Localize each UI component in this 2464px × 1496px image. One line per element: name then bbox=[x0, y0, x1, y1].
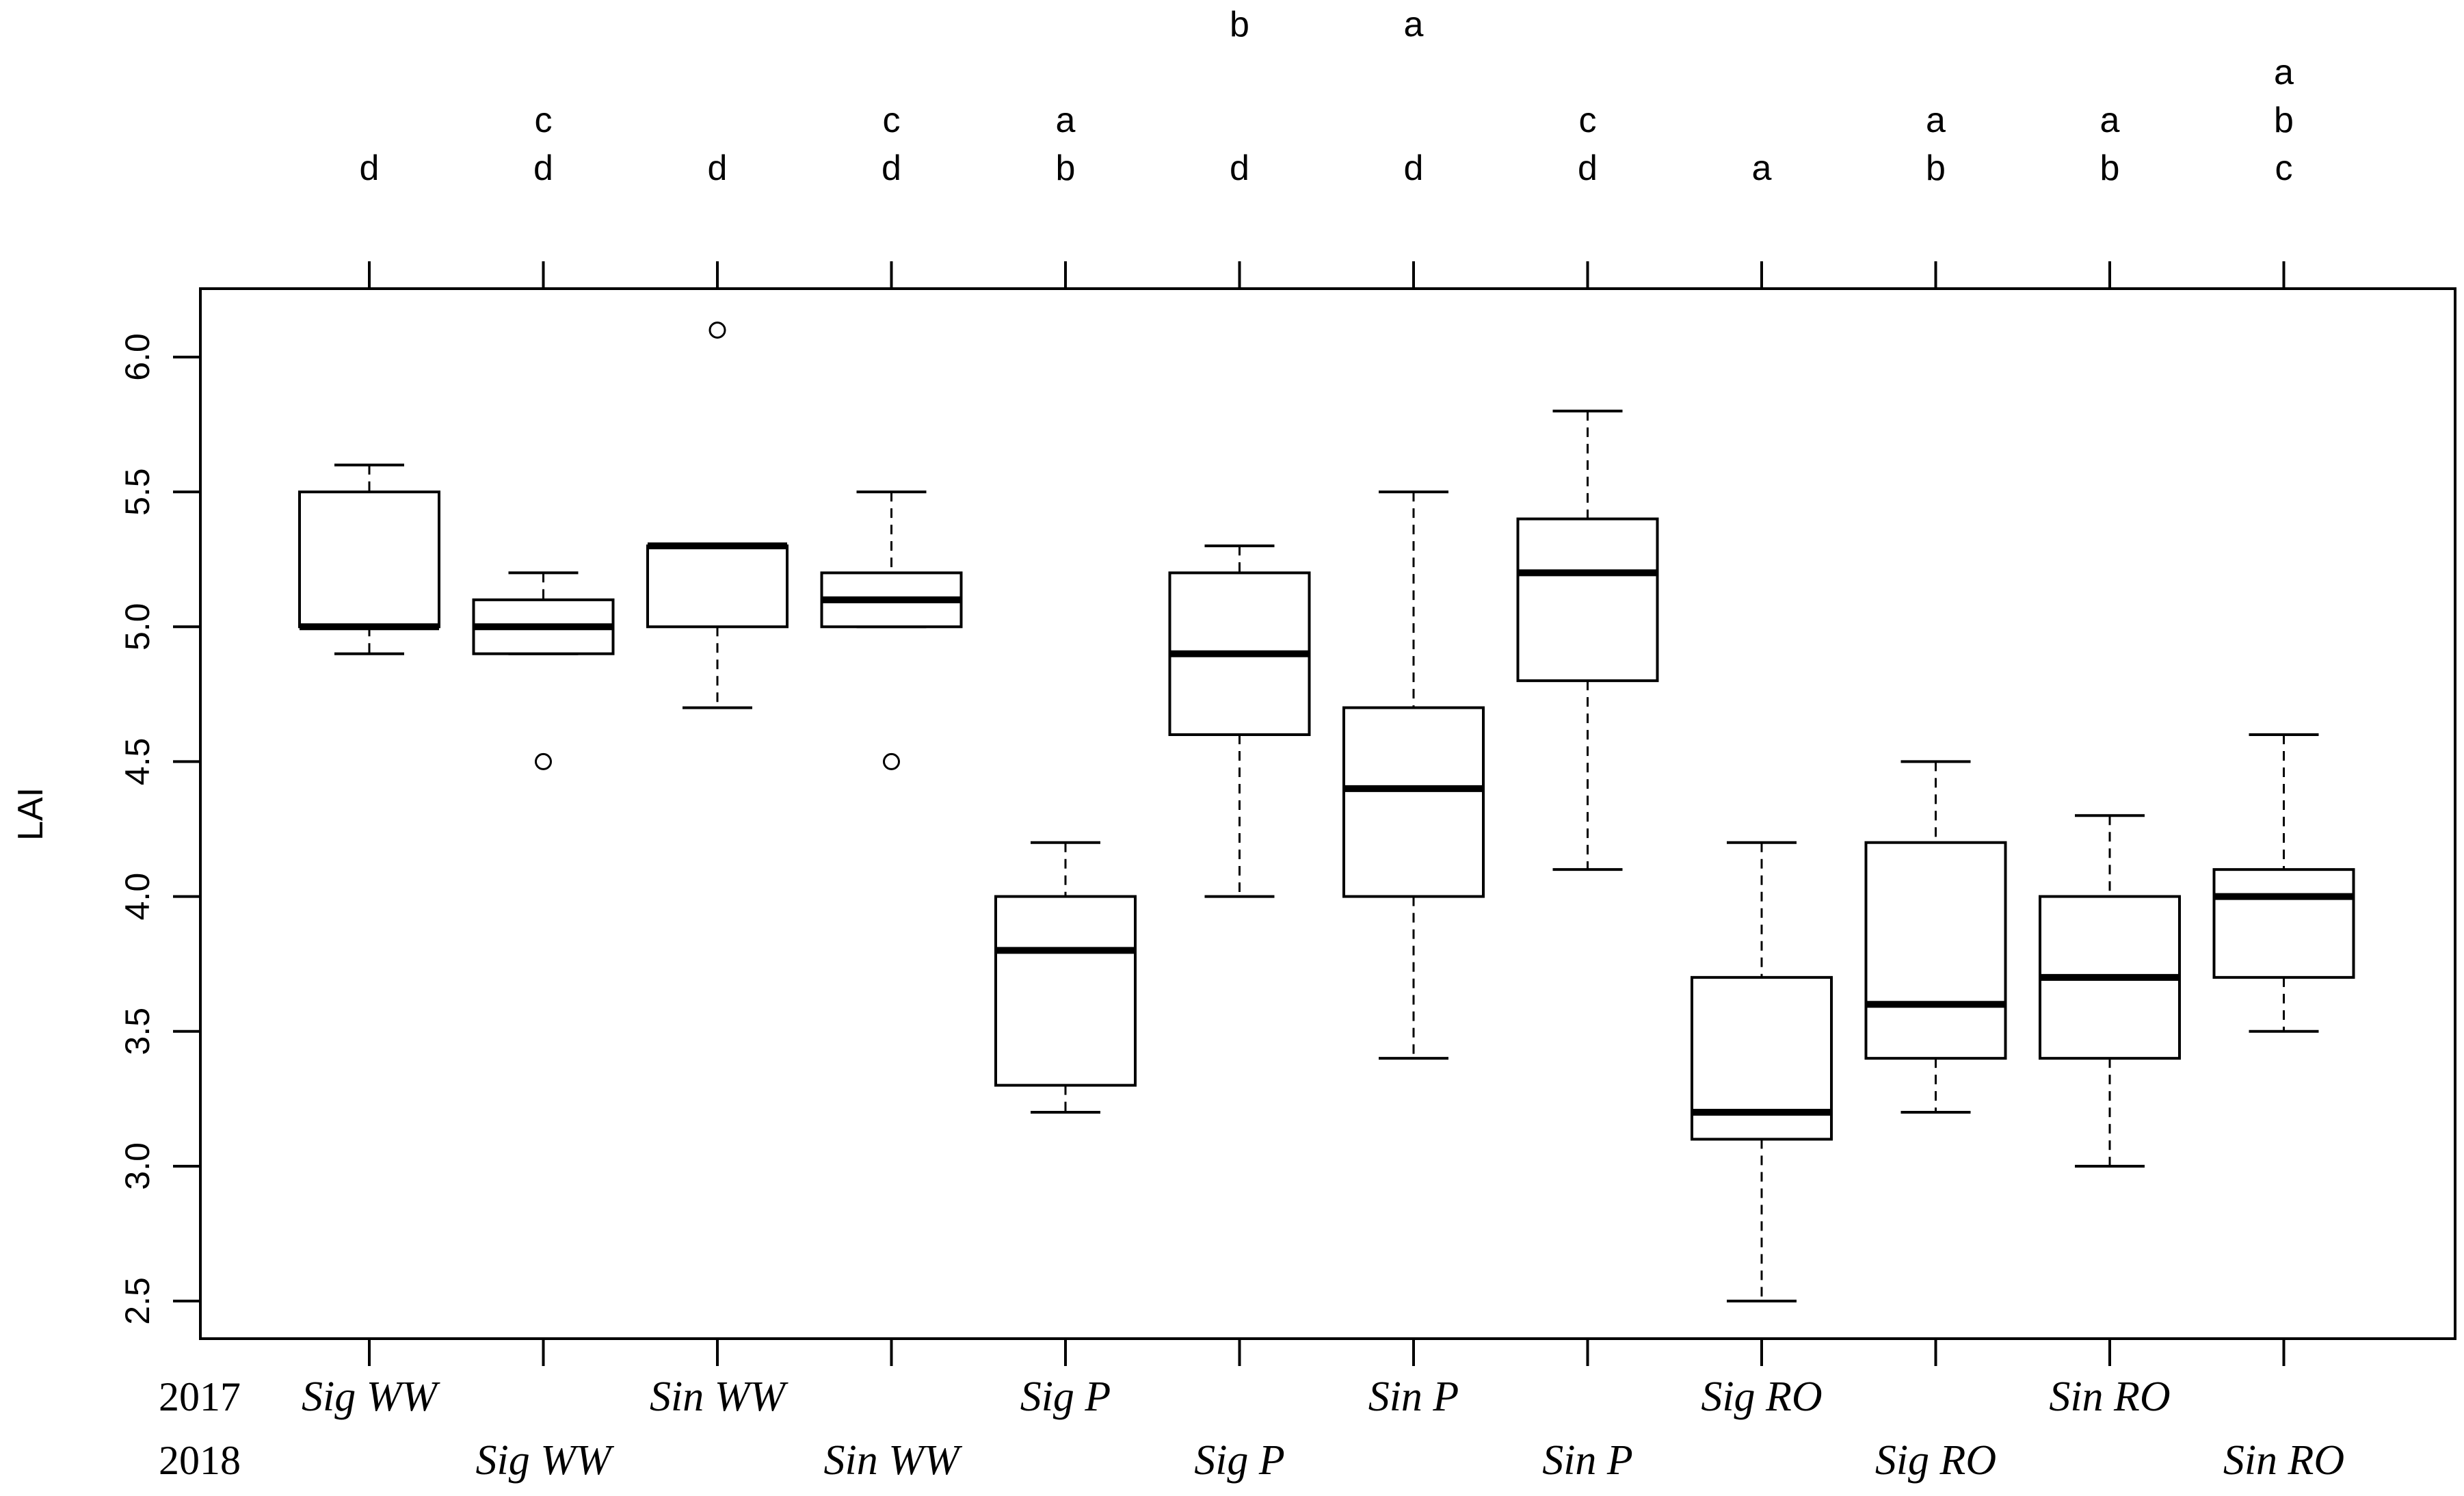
sig-letter-sin-p-2017-d: d bbox=[1404, 148, 1424, 188]
sig-letter-sin-ro-2017-a: a bbox=[2100, 101, 2120, 140]
y-tick-label-4.0: 4.0 bbox=[118, 873, 157, 921]
sig-letter-sin-p-2018-c: c bbox=[1579, 101, 1597, 140]
y-tick-label-3.5: 3.5 bbox=[118, 1008, 157, 1055]
box-sig-p-2017 bbox=[994, 841, 1137, 1114]
box-sig-ww-2018 bbox=[472, 571, 615, 770]
sig-letter-sig-ro-2017-a: a bbox=[1752, 148, 1772, 188]
y-tick-label-3.0: 3.0 bbox=[118, 1142, 157, 1190]
box-sig-ro-2018 bbox=[1864, 760, 2007, 1114]
box-sin-ro-2017 bbox=[2039, 814, 2181, 1168]
sig-letter-sig-ww-2018-c: c bbox=[535, 101, 553, 140]
bottom-axis: Sig WW Sig WW Sin WW Sin WW Sig P Sig P Sin P S… bbox=[302, 1339, 2344, 1484]
year-label-2017: 2017 bbox=[159, 1374, 241, 1419]
iqr-box bbox=[298, 490, 440, 629]
boxes-layer bbox=[298, 321, 2355, 1302]
box-sig-ro-2017 bbox=[1691, 841, 1833, 1302]
top-axis-ticks bbox=[368, 261, 2286, 289]
y-tick-label-2.5: 2.5 bbox=[118, 1277, 157, 1325]
sig-letter-sig-p-2018-d: d bbox=[1230, 148, 1249, 188]
y-tick-label-5.0: 5.0 bbox=[118, 603, 157, 651]
sig-letter-sig-p-2017-a: a bbox=[1056, 101, 1076, 140]
category-label-sig-ww-2017: Sig WW bbox=[302, 1374, 440, 1420]
sig-letter-sig-p-2018-b: b bbox=[1230, 5, 1249, 44]
box-sin-ww-2017 bbox=[646, 321, 789, 709]
category-label-sin-ro-2018: Sin RO bbox=[2223, 1437, 2344, 1484]
category-label-sin-ww-2018: Sin WW bbox=[823, 1437, 962, 1484]
box-sin-ww-2018 bbox=[820, 490, 963, 770]
category-label-sig-ro-2017: Sig RO bbox=[1701, 1374, 1822, 1420]
y-tick-label-4.5: 4.5 bbox=[118, 738, 157, 786]
category-label-sig-ro-2018: Sig RO bbox=[1875, 1437, 1996, 1484]
sig-letter-sin-ww-2018-c: c bbox=[883, 101, 901, 140]
sig-letter-sin-ww-2017-d: d bbox=[708, 148, 728, 188]
iqr-box bbox=[1342, 706, 1485, 898]
iqr-box bbox=[1516, 517, 1659, 683]
sig-letter-sig-ww-2018-d: d bbox=[533, 148, 553, 188]
box-sin-p-2017 bbox=[1342, 490, 1485, 1060]
sig-letter-sin-ro-2018-b: b bbox=[2274, 101, 2294, 140]
category-label-sin-p-2018: Sin P bbox=[1542, 1437, 1633, 1484]
iqr-box bbox=[2212, 868, 2355, 979]
sig-letter-sin-ww-2018-d: d bbox=[882, 148, 901, 188]
sig-letter-sin-ro-2017-b: b bbox=[2100, 148, 2120, 188]
sig-letter-sig-p-2017-b: b bbox=[1056, 148, 1076, 188]
sig-letter-sig-ro-2018-a: a bbox=[1926, 101, 1946, 140]
box-sig-p-2018 bbox=[1168, 544, 1311, 898]
iqr-box bbox=[646, 544, 789, 629]
category-label-sin-ww-2017: Sin WW bbox=[650, 1374, 789, 1420]
outlier-point bbox=[708, 321, 726, 339]
category-label-sig-ww-2018: Sig WW bbox=[475, 1437, 614, 1484]
sig-letter-sin-p-2018-d: d bbox=[1578, 148, 1598, 188]
y-axis-title: LAI bbox=[11, 787, 51, 841]
category-label-sig-p-2018: Sig P bbox=[1194, 1437, 1285, 1484]
y-tick-label-6.0: 6.0 bbox=[118, 333, 157, 381]
iqr-box bbox=[994, 895, 1137, 1087]
sig-letter-sig-ro-2018-b: b bbox=[1926, 148, 1946, 188]
box-sig-ww-2017 bbox=[298, 463, 440, 655]
sig-letter-sig-ww-2017-d: d bbox=[360, 148, 380, 188]
box-sin-p-2018 bbox=[1516, 409, 1659, 871]
sig-letter-sin-p-2017-a: a bbox=[1404, 5, 1424, 44]
category-label-sin-p-2017: Sin P bbox=[1368, 1374, 1459, 1420]
outlier-point bbox=[535, 752, 552, 770]
category-label-sig-p-2017: Sig P bbox=[1020, 1374, 1111, 1420]
y-tick-label-5.5: 5.5 bbox=[118, 468, 157, 516]
y-axis: 2.5 3.0 3.5 4.0 4.5 5.0 5.5 6.0 bbox=[118, 333, 200, 1325]
sig-letter-sin-ro-2018-c: c bbox=[2275, 148, 2293, 188]
sig-letter-sin-ro-2018-a: a bbox=[2274, 53, 2294, 92]
year-label-2018: 2018 bbox=[159, 1438, 241, 1483]
iqr-box bbox=[1864, 841, 2007, 1060]
outlier-point bbox=[883, 752, 900, 770]
plot-frame bbox=[199, 287, 2456, 1340]
category-label-sin-ro-2017: Sin RO bbox=[2049, 1374, 2170, 1420]
box-sin-ro-2018 bbox=[2212, 733, 2355, 1033]
